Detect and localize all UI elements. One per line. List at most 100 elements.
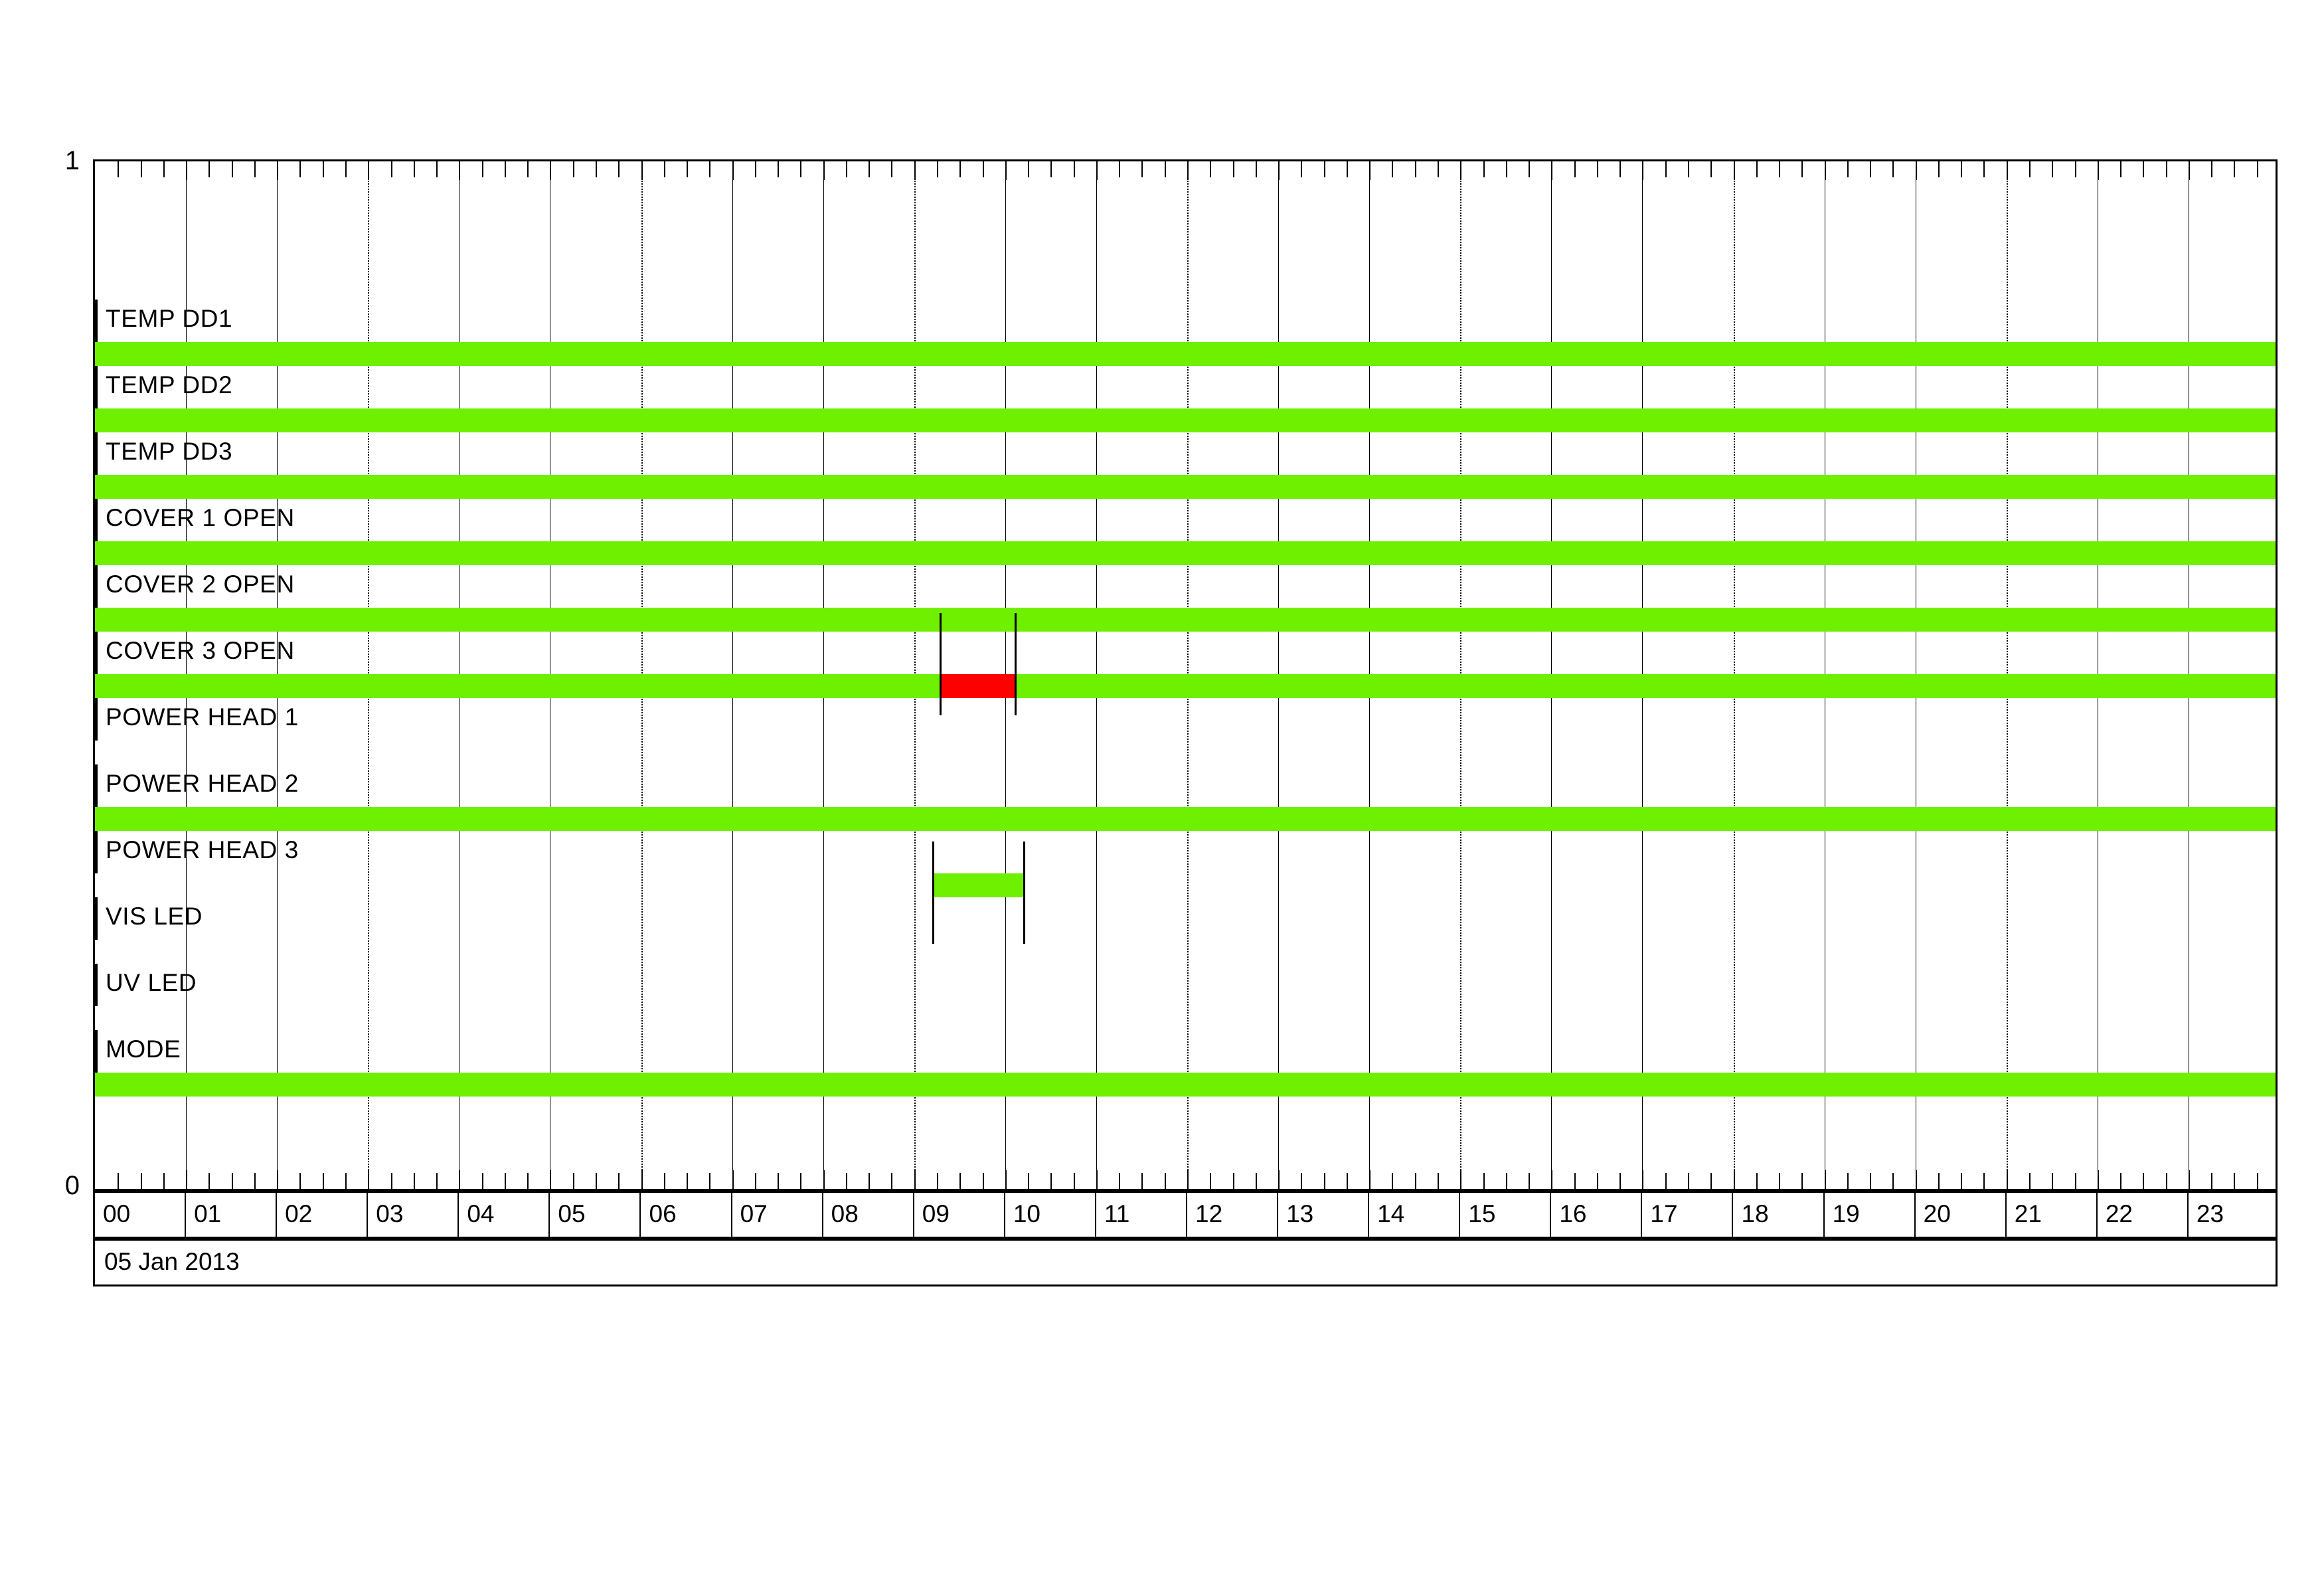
bottom-tick-mark (390, 1173, 392, 1189)
hour-label: 11 (1104, 1200, 1130, 1227)
bottom-tick-mark (1301, 1173, 1303, 1189)
bottom-tick-mark (1392, 1173, 1394, 1189)
state-bar-on (95, 1073, 2276, 1097)
bottom-tick-mark (2234, 1173, 2236, 1189)
channel-label-cover-1-open: COVER 1 OPEN (106, 504, 295, 531)
bottom-tick-mark (2006, 1170, 2008, 1189)
hour-cell-22[interactable]: 22 (2098, 1193, 2189, 1237)
bottom-tick-mark (1642, 1170, 1644, 1189)
hour-cell-12[interactable]: 12 (1187, 1193, 1279, 1237)
bottom-tick-mark (1870, 1173, 1872, 1189)
hour-cell-20[interactable]: 20 (1916, 1193, 2007, 1237)
bottom-tick-mark (436, 1173, 438, 1189)
bottom-tick-mark (527, 1173, 529, 1189)
top-tick-mark (1892, 161, 1894, 177)
top-tick-mark (299, 161, 301, 177)
bottom-tick-mark (550, 1170, 552, 1189)
row-baseline-stub (95, 432, 98, 475)
hour-cell-16[interactable]: 16 (1551, 1193, 1643, 1237)
row-baseline-stub (95, 764, 98, 807)
hour-cell-03[interactable]: 03 (368, 1193, 459, 1237)
channel-label-power-head-2: POWER HEAD 2 (106, 770, 299, 797)
hour-cell-23[interactable]: 23 (2189, 1193, 2280, 1237)
hour-cell-18[interactable]: 18 (1734, 1193, 1825, 1237)
top-tick-mark (2074, 161, 2076, 177)
state-bar-on (95, 342, 2276, 366)
bottom-tick-mark (1278, 1170, 1280, 1189)
bottom-tick-mark (2074, 1173, 2076, 1189)
bottom-tick-mark (937, 1173, 939, 1189)
bottom-tick-mark (1596, 1173, 1598, 1189)
hour-label: 12 (1195, 1200, 1223, 1227)
event-marker-line (1014, 613, 1017, 715)
hour-cell-05[interactable]: 05 (550, 1193, 641, 1237)
top-tick-mark (959, 161, 961, 177)
hour-label: 02 (285, 1200, 313, 1227)
bottom-tick-mark (2143, 1173, 2145, 1189)
hour-cell-13[interactable]: 13 (1278, 1193, 1370, 1237)
top-tick-mark (1323, 161, 1325, 177)
hour-cell-00[interactable]: 00 (95, 1193, 187, 1237)
bottom-tick-mark (1915, 1170, 1917, 1189)
top-tick-mark (504, 161, 506, 177)
bottom-tick-mark (1779, 1173, 1781, 1189)
hour-cell-02[interactable]: 02 (277, 1193, 369, 1237)
hour-cell-17[interactable]: 17 (1642, 1193, 1734, 1237)
hour-label: 13 (1286, 1200, 1314, 1227)
top-tick-mark (1870, 161, 1872, 177)
top-tick-mark (1369, 161, 1371, 180)
top-tick-mark (1050, 161, 1052, 177)
top-tick-mark (1483, 161, 1485, 177)
hour-cell-19[interactable]: 19 (1825, 1193, 1916, 1237)
hour-label: 05 (558, 1200, 586, 1227)
bottom-tick-mark (459, 1170, 461, 1189)
top-tick-mark (709, 161, 711, 177)
bottom-tick-mark (2052, 1173, 2054, 1189)
top-tick-mark (1460, 161, 1462, 180)
channel-row: TEMP DD1 (95, 288, 2276, 366)
top-tick-mark (1619, 161, 1621, 177)
channel-label-cover-2-open: COVER 2 OPEN (106, 571, 295, 598)
bottom-tick-mark (1938, 1173, 1940, 1189)
event-marker-line (932, 841, 935, 944)
channel-label-vis-led: VIS LED (106, 903, 203, 930)
bottom-tick-mark (800, 1173, 802, 1189)
bottom-tick-mark (1665, 1173, 1667, 1189)
hour-cell-11[interactable]: 11 (1096, 1193, 1187, 1237)
y-axis-label-max: 1 (64, 146, 80, 175)
channel-row: UV LED (95, 952, 2276, 1018)
hour-label: 17 (1650, 1200, 1678, 1227)
hour-cell-06[interactable]: 06 (641, 1193, 732, 1237)
top-tick-mark (1529, 161, 1531, 177)
hour-cell-07[interactable]: 07 (732, 1193, 823, 1237)
hour-cell-09[interactable]: 09 (914, 1193, 1005, 1237)
top-tick-mark (1096, 161, 1098, 180)
bottom-tick-mark (208, 1173, 210, 1189)
bottom-tick-mark (504, 1173, 506, 1189)
hour-cell-15[interactable]: 15 (1460, 1193, 1552, 1237)
hour-cell-14[interactable]: 14 (1369, 1193, 1461, 1237)
top-tick-mark (345, 161, 347, 177)
hour-cell-10[interactable]: 10 (1005, 1193, 1096, 1237)
bottom-tick-mark (2256, 1173, 2258, 1189)
hour-cell-21[interactable]: 21 (2007, 1193, 2098, 1237)
channel-label-power-head-1: POWER HEAD 1 (106, 703, 299, 731)
row-baseline-stub (95, 632, 98, 674)
bottom-tick-mark (1801, 1173, 1803, 1189)
bottom-tick-mark (595, 1173, 597, 1189)
bottom-tick-mark (1437, 1173, 1439, 1189)
hour-cell-01[interactable]: 01 (186, 1193, 278, 1237)
top-tick-mark (1164, 161, 1166, 177)
row-baseline-stub (95, 698, 98, 741)
top-tick-mark (595, 161, 597, 177)
top-tick-mark (845, 161, 847, 177)
hour-cell-08[interactable]: 08 (823, 1193, 914, 1237)
hour-cell-04[interactable]: 04 (459, 1193, 550, 1237)
bottom-tick-mark (1096, 1170, 1098, 1189)
state-bar-on (95, 475, 2276, 499)
top-tick-mark (1005, 161, 1007, 180)
bottom-tick-mark (1210, 1173, 1212, 1189)
row-baseline-stub (95, 565, 98, 608)
bottom-tick-mark (1505, 1173, 1507, 1189)
